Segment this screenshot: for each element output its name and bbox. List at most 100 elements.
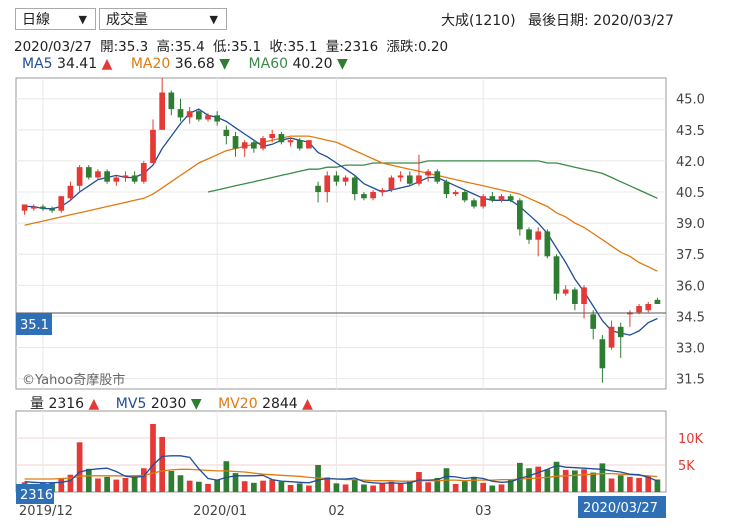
cursor-date-tag — [578, 496, 666, 518]
volume-bar — [140, 468, 147, 492]
candle-body — [324, 175, 331, 193]
price-tick-label: 36.0 — [676, 279, 705, 294]
volume-panel-frame — [15, 410, 667, 493]
candle-body — [397, 175, 404, 178]
candle-body — [315, 185, 321, 193]
ohlc-info: 2020/03/27 開:35.3 高:35.4 低:35.1 收:35.1 量… — [14, 35, 448, 55]
price-tick-label: 42.0 — [676, 155, 705, 170]
open-label: 開: — [100, 39, 119, 55]
open-value: 35.3 — [118, 39, 149, 55]
grid — [16, 78, 666, 492]
price-tick-label: 33.0 — [676, 342, 705, 357]
candle-body — [443, 181, 450, 195]
candle-body — [186, 111, 193, 118]
volume-bar — [278, 481, 285, 492]
volume-bar — [507, 479, 514, 492]
volume-bar — [416, 472, 422, 492]
volume-bar — [370, 485, 376, 492]
volume-bar — [177, 475, 184, 492]
candle-body — [416, 175, 422, 184]
candle-body — [370, 192, 376, 199]
volume-average-lines — [24, 455, 658, 485]
candle-body — [306, 140, 312, 149]
volume-bar — [516, 462, 523, 492]
candle-body — [278, 133, 285, 143]
volume-bar — [333, 483, 340, 492]
vol-label: 量 — [30, 396, 44, 412]
volume-bar — [159, 436, 166, 492]
candle-body — [636, 306, 642, 313]
candles — [21, 78, 661, 383]
candle-body — [195, 111, 202, 120]
volume-bar — [489, 485, 496, 492]
candle-body — [150, 129, 156, 164]
candle-body — [645, 303, 652, 311]
candle-body — [461, 192, 468, 201]
volume-bar — [608, 478, 615, 492]
candle-body — [498, 196, 505, 201]
volume-bar — [342, 484, 349, 492]
current-price-tag-text: 35.1 — [20, 318, 49, 333]
candle-body — [516, 200, 523, 230]
volume-bar — [269, 479, 276, 492]
ma-legend: MA5 34.41 ▲ MA20 36.68 ▼ MA60 40.20 ▼ — [22, 56, 348, 72]
candle-body — [342, 177, 349, 182]
candle-body — [562, 289, 569, 294]
mv5-label: MV5 — [115, 396, 147, 412]
volume-bar — [95, 478, 101, 492]
ma5-line — [24, 108, 658, 336]
candle-body — [251, 142, 257, 149]
current-volume-tag — [16, 484, 54, 504]
volume-label: 量: — [325, 39, 344, 55]
chevron-down-icon: ▼ — [78, 13, 87, 26]
candle-body — [67, 185, 74, 199]
indicator-select[interactable]: 成交量 ▼ — [99, 8, 227, 30]
volume-bar — [324, 477, 331, 492]
candle-body — [58, 196, 65, 211]
period-select[interactable]: 日線 ▼ — [15, 8, 96, 30]
ohlc-date: 2020/03/27 — [14, 39, 92, 55]
candle-body — [480, 196, 487, 207]
candle-body — [168, 92, 175, 110]
volume-bar — [260, 480, 266, 492]
volume-bar — [388, 481, 395, 492]
volume-tick-label: 5K — [678, 459, 695, 474]
volume-bar — [361, 484, 367, 492]
volume-bar — [471, 476, 477, 492]
current-price-tag — [16, 313, 52, 335]
candle-body — [241, 142, 248, 149]
ma20-dir: ▼ — [219, 56, 231, 72]
volume-bar — [452, 483, 459, 492]
candle-body — [590, 314, 597, 329]
ma60-line — [207, 160, 658, 199]
period-select-value: 日線 — [22, 12, 50, 28]
cursor-date-tag-text: 2020/03/27 — [583, 501, 658, 516]
candle-body — [608, 326, 615, 348]
time-tick-label: 2020/01 — [193, 504, 247, 519]
candle-body — [269, 133, 276, 139]
candle-body — [388, 177, 395, 190]
vol-dir: ▲ — [88, 396, 100, 412]
volume-legend: 量 2316 ▲ MV5 2030 ▼ MV20 2844 ▲ — [30, 393, 313, 413]
volume-bar — [205, 483, 211, 492]
volume-bar — [562, 469, 569, 492]
price-tick-label: 45.0 — [676, 93, 705, 108]
candle-body — [507, 196, 514, 201]
volume-bar — [214, 479, 221, 492]
stock-header: 大成(1210) 最後日期: 2020/03/27 — [441, 10, 674, 30]
volume-bar — [599, 463, 606, 492]
volume-bar — [627, 476, 633, 492]
candle-body — [95, 171, 101, 178]
candle-body — [544, 231, 551, 257]
volume-bar — [351, 479, 358, 492]
volume-bar — [397, 483, 404, 492]
candle-body — [361, 194, 367, 199]
volume-bar — [168, 470, 175, 492]
candle-body — [425, 171, 431, 176]
volume-bar — [434, 477, 441, 492]
volume-bar — [232, 473, 239, 492]
ma5-label: MA5 — [22, 56, 53, 72]
candle-body — [140, 163, 147, 182]
candle-body — [49, 208, 55, 211]
